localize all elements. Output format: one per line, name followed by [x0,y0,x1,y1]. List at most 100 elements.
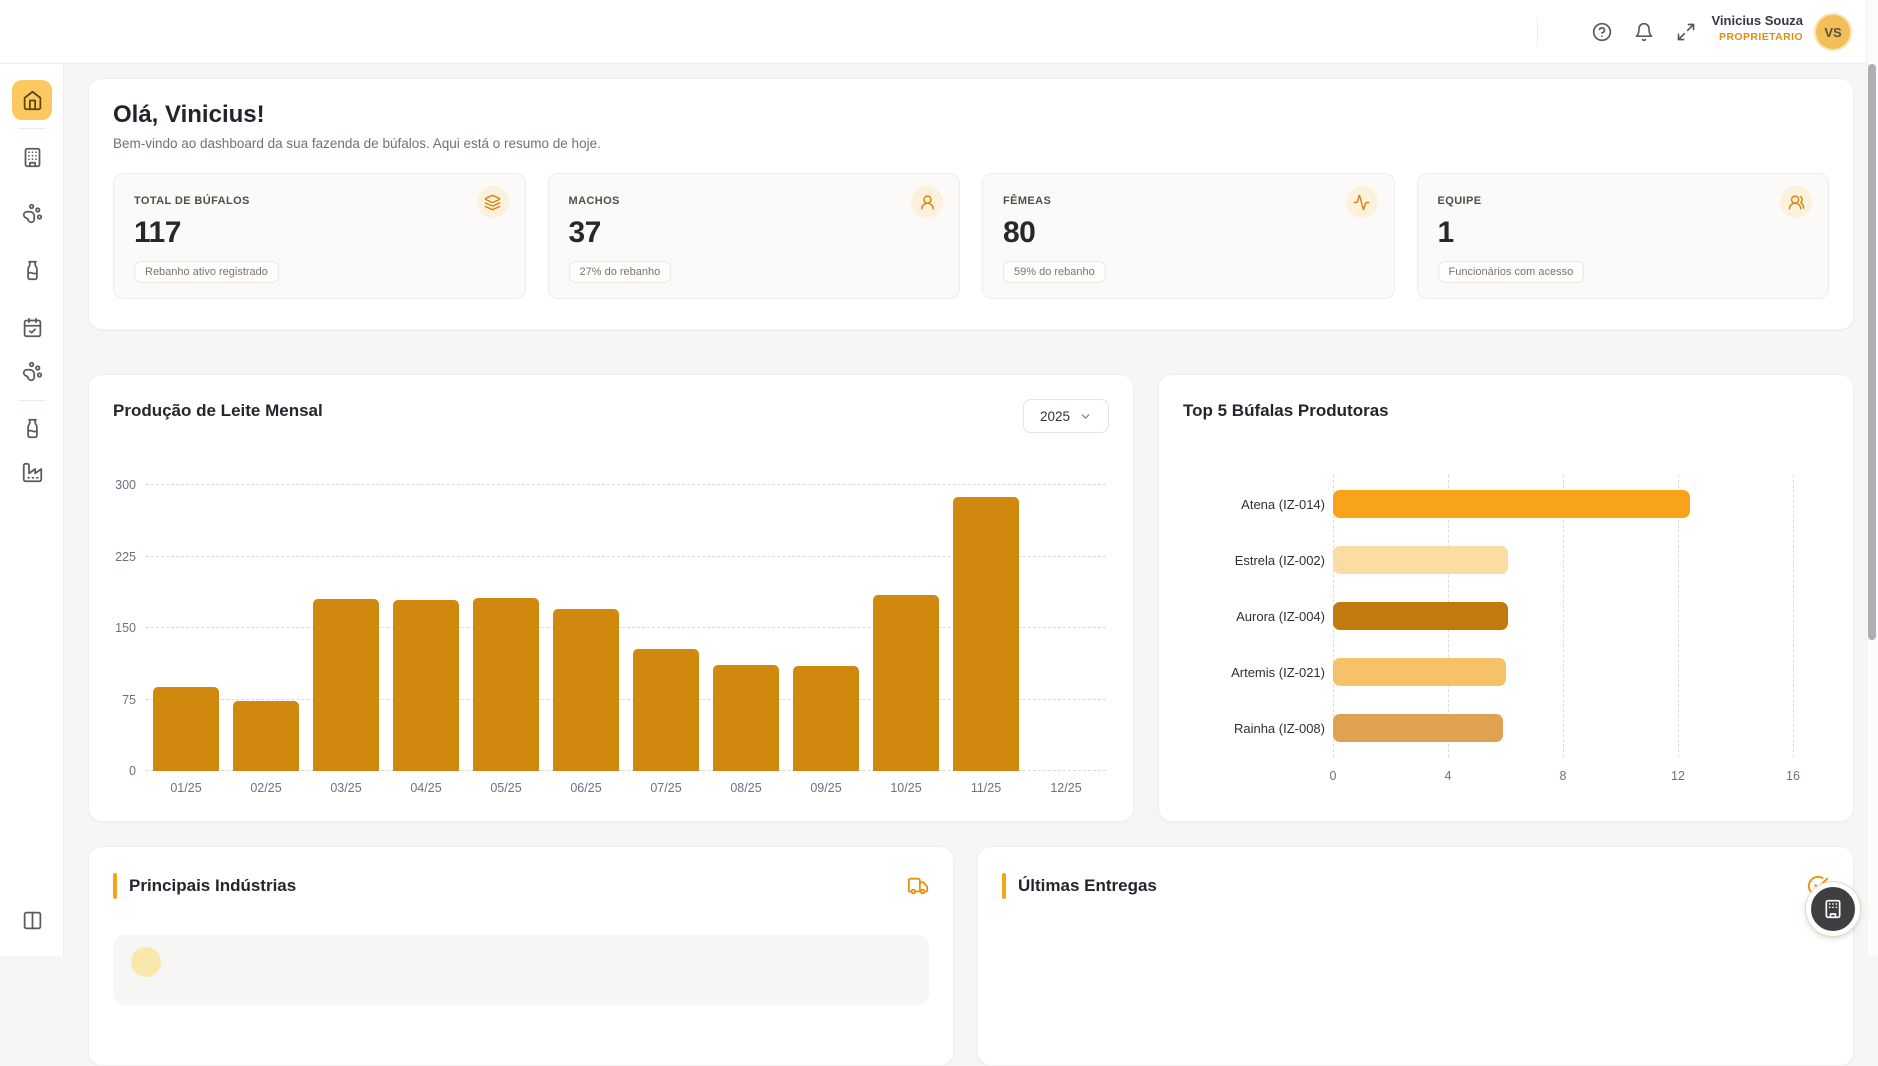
stat-card-machos: MACHOS 37 27% do rebanho [547,173,960,299]
stat-badge: Rebanho ativo registrado [134,261,279,283]
sidebar-item-calendar[interactable] [12,307,52,347]
x-tick-label: 08/25 [730,781,762,795]
page-scrollbar-thumb[interactable] [1868,64,1876,640]
deliveries-title: Últimas Entregas [1018,876,1157,895]
gridline [1563,475,1564,757]
stat-label: MACHOS [568,195,620,207]
sidebar-divider [18,128,46,129]
header-divider [1537,18,1538,46]
paw-icon [22,361,43,382]
top5-row: Rainha (IZ-008) [1183,700,1823,756]
stat-badge: 59% do rebanho [1003,261,1106,283]
sidebar-item-farm[interactable] [12,137,52,177]
truck-icon [907,875,929,897]
user-name: Vinicius Souza [1711,13,1803,28]
stat-value: 1 [1437,216,1455,249]
x-tick-label: 12/25 [1050,781,1082,795]
top5-row: Atena (IZ-014) [1183,476,1823,532]
sidebar [0,64,64,956]
quick-action-button[interactable] [1806,882,1860,936]
milk-chart-plot: 0 75 150 225 300 [115,478,1106,778]
page-title: Olá, Vinicius! [113,101,265,128]
stat-badge: Funcionários com acesso [1437,261,1585,283]
bar-10/25 [873,594,939,771]
factory-icon [22,462,43,483]
stat-value: 37 [568,216,602,249]
y-tick-label: 300 [115,478,136,492]
gridline [146,627,1106,628]
x-tick-label: 03/25 [330,781,362,795]
gridline [146,698,1106,700]
help-circle-icon [1592,22,1612,42]
user-menu[interactable]: Vinicius Souza PROPRIETARIO [1711,12,1803,43]
bar-09/25 [793,666,859,771]
gridline [146,555,1106,557]
x-tick-label: 07/25 [650,781,682,795]
industry-avatar [131,947,161,977]
category-label: Aurora (IZ-004) [1236,608,1325,624]
bar-slot [786,485,866,771]
stat-value: 80 [1003,216,1036,249]
bar-track [1333,602,1793,630]
gridline [1678,475,1679,757]
users-icon [1780,186,1812,218]
accent-bar [1002,873,1006,899]
stat-label: EQUIPE [1437,195,1482,207]
top5-row: Artemis (IZ-021) [1183,644,1823,700]
top-header: Vinicius Souza PROPRIETARIO VS [0,0,1878,64]
user-role: PROPRIETARIO [1719,30,1803,43]
bars [146,485,1106,771]
y-tick-label: 225 [115,549,136,564]
bar-track [1333,658,1793,686]
notifications-button[interactable] [1628,16,1660,48]
activity-icon [1345,186,1378,218]
sidebar-item-deliveries[interactable] [12,408,52,448]
industry-list-item[interactable] [113,935,929,1005]
bar-06/25 [553,608,619,771]
sidebar-item-reproduction[interactable] [12,351,52,391]
bar-05/25 [473,597,539,771]
stat-label: FÊMEAS [1003,195,1052,207]
gridline [146,484,1106,485]
year-select-value: 2025 [1039,408,1071,424]
x-tick-label: 06/25 [570,781,602,795]
gridline [146,770,1106,771]
avatar[interactable]: VS [1814,13,1852,51]
bar-01/25 [153,687,219,771]
layers-icon [476,186,509,218]
sidebar-item-herd[interactable] [12,193,52,233]
bar-slot [306,485,386,771]
x-tick-label: 01/25 [170,781,202,795]
sidebar-divider [18,400,46,401]
industries-card: Principais Indústrias [88,846,954,1066]
stat-card-femeas: FÊMEAS 80 59% do rebanho [982,173,1395,299]
sidebar-item-milk[interactable] [12,250,52,290]
y-tick-label: 75 [122,692,136,707]
stat-card-total-bufalos: TOTAL DE BÚFALOS 117 Rebanho ativo regis… [113,173,526,299]
bar-slot [706,485,786,771]
sidebar-collapse-toggle[interactable] [12,900,52,940]
top5-row: Estrela (IZ-002) [1183,532,1823,588]
sidebar-item-industries[interactable] [12,452,52,492]
x-tick-label: 04/25 [410,781,442,795]
milk-production-card: Produção de Leite Mensal 2025 0 75 150 225 3… [88,374,1134,822]
panel-toggle-icon [22,910,43,931]
category-label: Artemis (IZ-021) [1231,664,1325,680]
bell-icon [1634,22,1654,42]
milk-bottle-icon [22,260,43,281]
x-tick-label: 05/25 [490,781,522,795]
paw-icon [22,203,43,224]
home-icon [22,90,43,111]
help-button[interactable] [1586,16,1618,48]
sidebar-item-dashboard[interactable] [12,80,52,120]
x-tick-label: 0 [1329,769,1337,783]
top5-row: Aurora (IZ-004) [1183,588,1823,644]
x-tick-label: 16 [1786,769,1800,783]
year-select[interactable]: 2025 [1023,399,1109,433]
fullscreen-button[interactable] [1670,16,1702,48]
y-tick-label: 0 [129,764,136,778]
category-label: Rainha (IZ-008) [1233,720,1325,736]
bar-slot [146,485,226,771]
building-icon [1823,899,1843,919]
milk-bottle-icon [22,418,43,439]
